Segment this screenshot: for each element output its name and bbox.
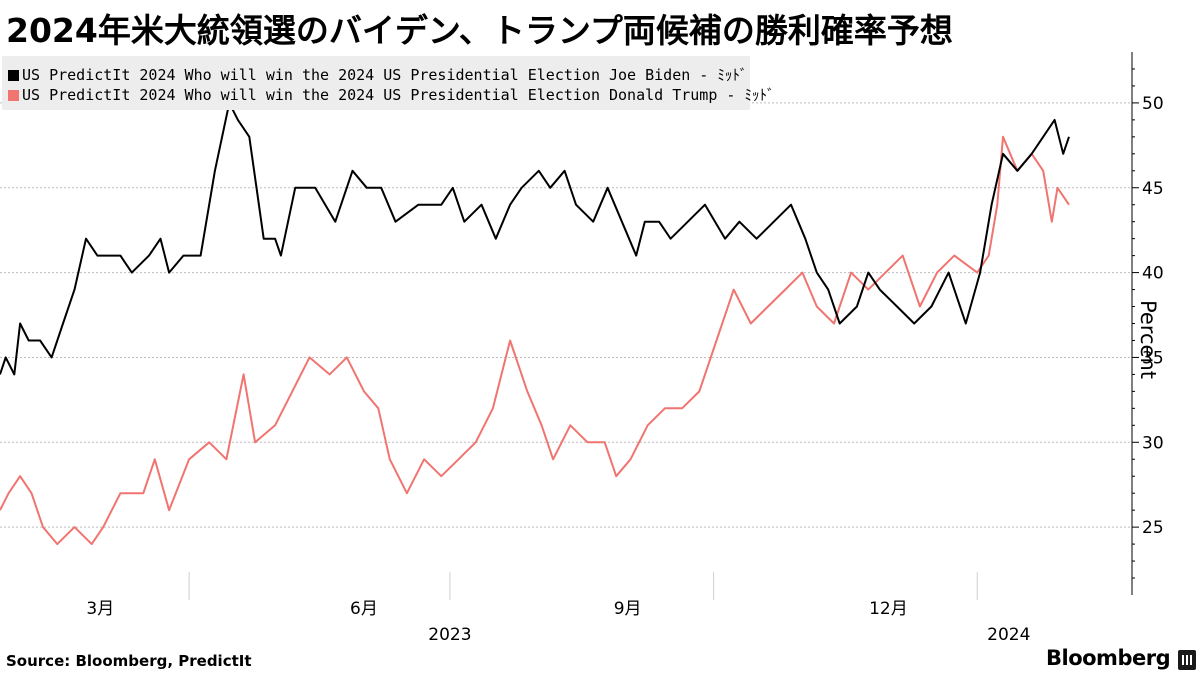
x-tick-label: 6月	[350, 599, 378, 619]
x-gridlines	[188, 572, 978, 600]
y-axis-label: Percent	[1136, 300, 1160, 380]
legend-swatch-trump	[8, 90, 19, 101]
legend: US PredictIt 2024 Who will win the 2024 …	[2, 56, 774, 110]
y-tick-label: 30	[1142, 433, 1164, 453]
x-tick-label: 9月	[614, 599, 642, 619]
legend-label-biden: US PredictIt 2024 Who will win the 2024 …	[22, 66, 748, 84]
y-tick-label: 45	[1142, 179, 1164, 199]
series-line-biden	[0, 101, 1070, 376]
legend-item-trump: US PredictIt 2024 Who will win the 2024 …	[8, 84, 774, 104]
bloomberg-terminal-icon	[1178, 650, 1196, 670]
series-line-trump	[0, 135, 1070, 546]
legend-item-biden: US PredictIt 2024 Who will win the 2024 …	[8, 64, 747, 84]
x-year-label: 2024	[987, 625, 1030, 645]
x-tick-label: 12月	[869, 599, 908, 619]
legend-swatch-biden	[8, 70, 19, 81]
y-tick-label: 35	[1142, 348, 1164, 368]
page-title: 2024年米大統領選のバイデン、トランプ両候補の勝利確率予想	[6, 11, 953, 50]
x-tick-label: 3月	[86, 599, 114, 619]
y-axis: 25 30 35 40 45 50	[1131, 52, 1164, 595]
series-lines	[0, 101, 1070, 546]
y-tick-label: 40	[1142, 264, 1164, 284]
x-year-label: 2023	[428, 625, 471, 645]
legend-label-trump: US PredictIt 2024 Who will win the 2024 …	[22, 86, 775, 104]
y-tick-label: 50	[1142, 94, 1164, 114]
x-axis: 3月 6月 9月 12月 2023 2024	[86, 599, 1030, 645]
brand-logo: Bloomberg	[1046, 646, 1171, 670]
y-tick-label: 25	[1142, 518, 1164, 538]
source-note: Source: Bloomberg, PredictIt	[6, 652, 252, 670]
